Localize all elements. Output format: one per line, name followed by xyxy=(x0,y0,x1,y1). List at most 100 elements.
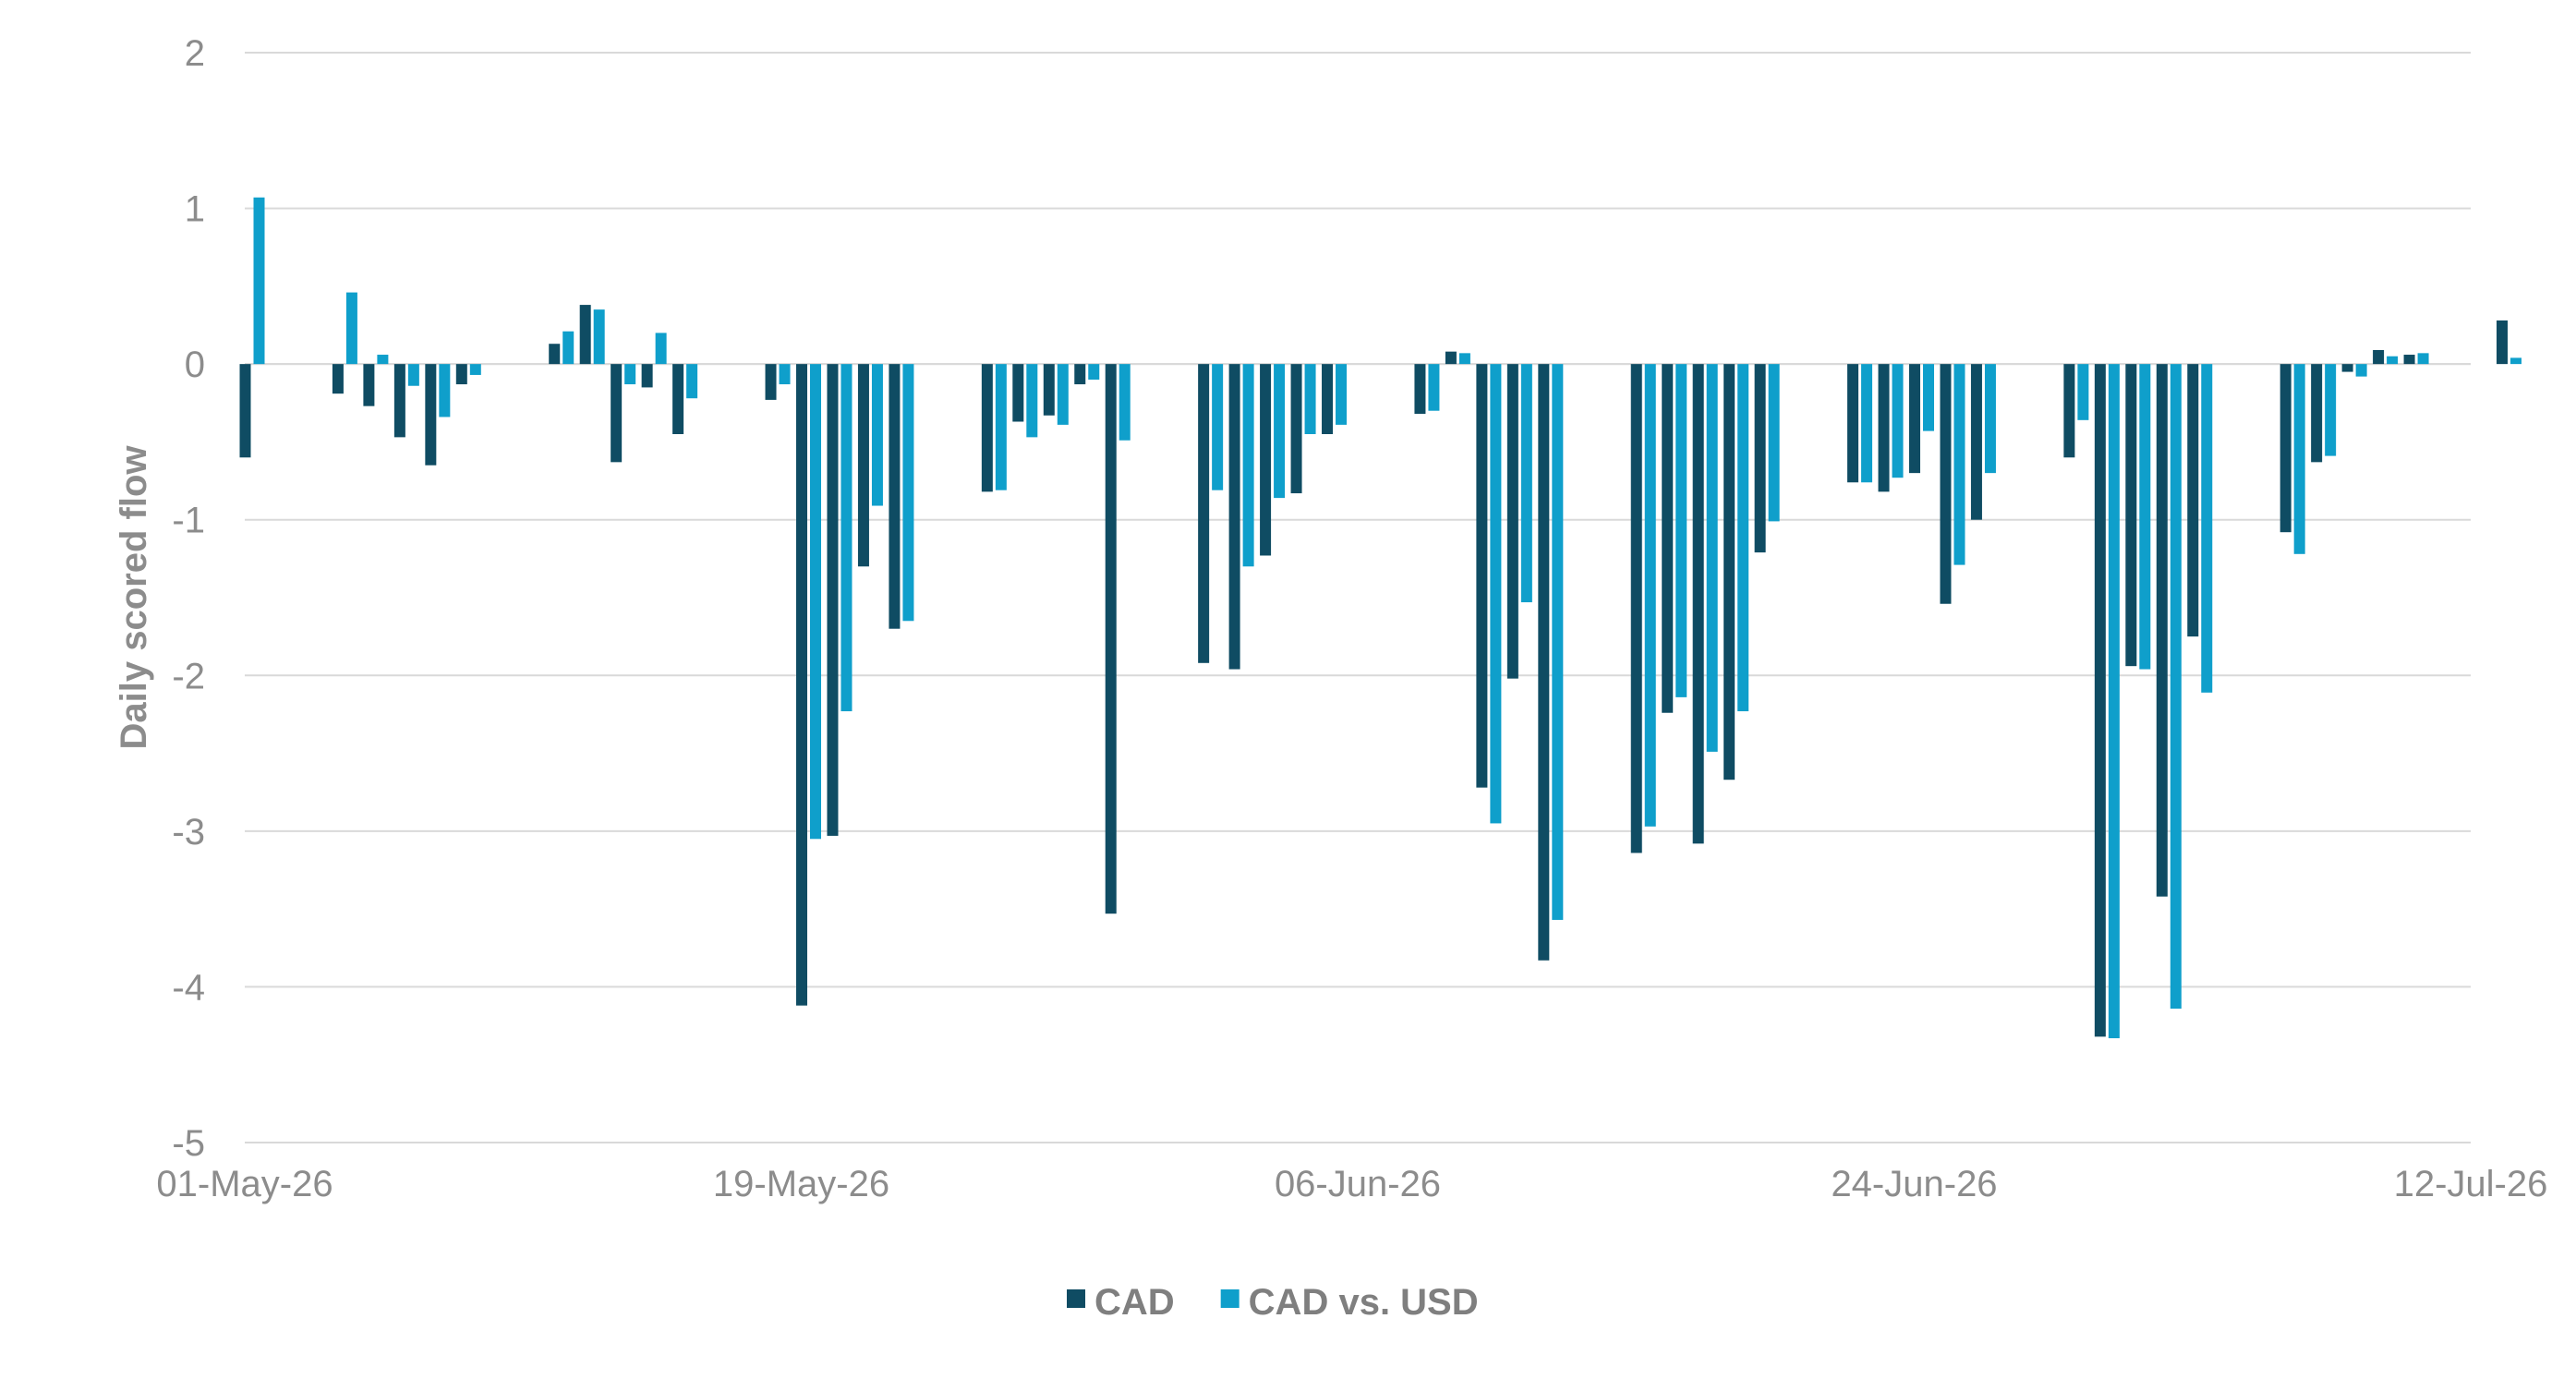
bar-cad xyxy=(796,364,807,1006)
bar-cad-vs-usd xyxy=(841,364,853,712)
bar-cad-vs-usd xyxy=(995,364,1007,490)
bar-cad-vs-usd xyxy=(2387,356,2399,365)
bar-cad xyxy=(363,364,375,406)
bar-cad xyxy=(2373,349,2385,365)
y-tick-label: 2 xyxy=(185,33,205,74)
x-tick-label: 19-May-26 xyxy=(713,1164,889,1204)
bar-cad-vs-usd xyxy=(1026,364,1038,438)
bar-cad xyxy=(1940,364,1952,604)
legend-label-cad: CAD xyxy=(1094,1282,1175,1323)
y-tick-label: -1 xyxy=(172,501,205,541)
bar-cad xyxy=(1198,364,1210,663)
bar-cad-vs-usd xyxy=(1552,364,1564,920)
bar-cad-vs-usd xyxy=(1336,364,1348,425)
bar-cad xyxy=(1445,351,1457,365)
bar-cad-vs-usd xyxy=(1490,364,1502,824)
bar-cad-vs-usd xyxy=(902,364,914,622)
bar-cad-vs-usd xyxy=(624,364,636,385)
y-tick-label: -3 xyxy=(172,812,205,853)
bar-cad xyxy=(2341,364,2353,372)
x-axis-ticks: 01-May-26 19-May-26 06-Jun-26 24-Jun-26 12-J… xyxy=(156,1164,2547,1204)
bar-cad xyxy=(239,364,251,458)
bar-cad-vs-usd xyxy=(1520,364,1532,603)
bar-cad-vs-usd xyxy=(345,292,357,365)
x-tick-label: 01-May-26 xyxy=(156,1164,333,1204)
bar-cad xyxy=(1970,364,1982,520)
bar-cad-vs-usd xyxy=(1768,364,1780,522)
bar-cad-vs-usd xyxy=(1892,364,1904,478)
bar-cad-vs-usd xyxy=(2417,353,2429,365)
bar-cad xyxy=(1662,364,1674,713)
bar-cad xyxy=(611,364,623,463)
bar-cad xyxy=(549,344,561,365)
bar-cad xyxy=(1754,364,1766,553)
bar-cad-vs-usd xyxy=(655,333,667,365)
bar-cad-vs-usd xyxy=(1984,364,1996,474)
bar-cad-vs-usd xyxy=(1274,364,1286,499)
bar-cad xyxy=(393,364,405,438)
bar-cad xyxy=(2156,364,2168,897)
bar-cad-vs-usd xyxy=(2077,364,2089,420)
bar-cad-vs-usd xyxy=(1706,364,1718,752)
bar-cad-vs-usd xyxy=(1212,364,1224,490)
y-tick-label: -5 xyxy=(172,1123,205,1164)
bar-cad xyxy=(1878,364,1890,492)
y-axis-title: Daily scored flow xyxy=(114,445,154,750)
bar-cad-vs-usd xyxy=(1428,364,1440,411)
bars xyxy=(239,197,2522,1039)
bar-cad xyxy=(455,364,467,385)
bar-cad-vs-usd xyxy=(1923,364,1934,431)
y-axis-ticks: 2 1 0 -1 -2 -3 -4 -5 xyxy=(172,33,205,1164)
legend-label-cad-vs-usd: CAD vs. USD xyxy=(1249,1282,1479,1323)
bar-cad xyxy=(1847,364,1859,483)
bar-cad-vs-usd xyxy=(686,364,698,399)
bar-cad xyxy=(1476,364,1488,788)
bar-cad xyxy=(1414,364,1426,415)
bar-cad xyxy=(2403,355,2415,365)
bar-cad xyxy=(2063,364,2075,458)
bar-cad-vs-usd xyxy=(1675,364,1687,697)
bar-cad-vs-usd xyxy=(593,309,605,365)
legend-swatch-cad-vs-usd xyxy=(1220,1289,1240,1308)
bar-cad xyxy=(2311,364,2323,463)
bar-cad xyxy=(1228,364,1240,670)
bar-cad-vs-usd xyxy=(1861,364,1873,483)
bar-cad-vs-usd xyxy=(2509,357,2522,365)
bar-cad-vs-usd xyxy=(562,331,574,365)
bar-cad-vs-usd xyxy=(1057,364,1069,425)
bar-cad xyxy=(579,305,591,365)
bar-cad-vs-usd xyxy=(2139,364,2151,670)
bar-cad xyxy=(2187,364,2199,637)
bar-cad-vs-usd xyxy=(2201,364,2213,693)
legend: CAD CAD vs. USD xyxy=(1067,1282,1479,1323)
bar-cad xyxy=(1322,364,1334,434)
bar-cad xyxy=(857,364,869,567)
y-tick-label: -4 xyxy=(172,967,205,1008)
bar-cad-vs-usd xyxy=(253,197,265,365)
bar-cad xyxy=(1290,364,1302,494)
bar-cad-vs-usd xyxy=(2108,364,2120,1039)
bar-cad xyxy=(1105,364,1117,914)
bar-cad-vs-usd xyxy=(1304,364,1316,434)
bar-cad-vs-usd xyxy=(871,364,883,506)
x-tick-label: 06-Jun-26 xyxy=(1275,1164,1441,1204)
bar-cad xyxy=(1723,364,1735,780)
bar-cad-vs-usd xyxy=(1458,353,1470,365)
bar-cad xyxy=(425,364,437,466)
bar-cad xyxy=(1692,364,1704,844)
bar-cad xyxy=(1012,364,1024,422)
bar-cad xyxy=(1538,364,1550,961)
bar-cad xyxy=(2094,364,2106,1037)
bar-cad xyxy=(1506,364,1518,679)
bar-cad xyxy=(765,364,777,400)
bar-cad xyxy=(2125,364,2137,667)
bar-cad-vs-usd xyxy=(2170,364,2182,1010)
bar-cad xyxy=(332,364,344,394)
bar-cad xyxy=(981,364,993,492)
legend-swatch-cad xyxy=(1067,1289,1085,1308)
x-tick-label: 12-Jul-26 xyxy=(2394,1164,2548,1204)
y-tick-label: -2 xyxy=(172,656,205,696)
bar-cad-vs-usd xyxy=(1119,364,1131,441)
